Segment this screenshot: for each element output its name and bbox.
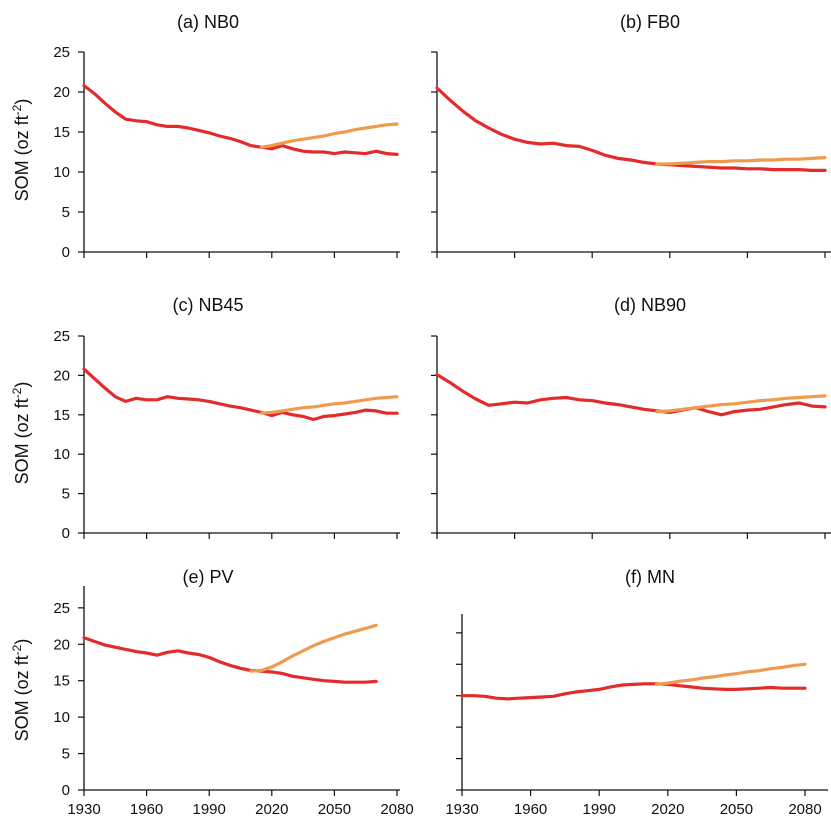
panel-4: (d) NB90 (431, 295, 831, 539)
x-tick-label: 1960 (130, 801, 163, 818)
x-tick-label: 2080 (380, 801, 413, 818)
panel-1: (a) NB0 0 5 10 15 20 25 SOM (oz ft-2) (10, 12, 400, 261)
y-tick-label: 10 (53, 709, 70, 726)
y-tick-label: 10 (53, 446, 70, 463)
x-tick-label: 1990 (193, 801, 226, 818)
x-tick-label: 2080 (788, 801, 821, 818)
panel-5: (e) PV 0 5 10 15 20 25 1930 1960 1990 2020 2050 2080… (10, 567, 414, 818)
panel-title: (b) FB0 (620, 12, 680, 32)
series-line-scenario (655, 156, 827, 166)
panel-6: (f) MN 1930 1960 1990 2020 2050 2080 (445, 567, 828, 818)
series-line-baseline (435, 86, 827, 172)
y-tick-label: 20 (53, 84, 70, 101)
series-line-scenario (259, 395, 399, 415)
y-tick-label: 15 (53, 124, 70, 141)
y-tick-label: 5 (62, 204, 70, 221)
panel-2: (b) FB0 (431, 12, 831, 258)
panel-title: (a) NB0 (177, 12, 239, 32)
series-line-baseline (82, 636, 378, 684)
series-line-baseline (460, 682, 807, 701)
y-tick-label: 0 (62, 244, 70, 261)
series-line-baseline (82, 83, 399, 156)
series-line-scenario (655, 394, 827, 414)
x-tick-label: 1990 (583, 801, 616, 818)
panel-title: (d) NB90 (614, 295, 686, 315)
x-tick-label: 1930 (445, 801, 478, 818)
y-tick-label: 0 (62, 782, 70, 799)
series-line-scenario (654, 662, 807, 687)
y-tick-label: 25 (53, 600, 70, 617)
y-tick-label: 5 (62, 486, 70, 503)
y-axis-label: SOM (oz ft-2) (10, 639, 32, 742)
series-line-scenario (249, 623, 378, 673)
panel-title: (c) NB45 (172, 295, 243, 315)
x-tick-label: 2020 (255, 801, 288, 818)
x-tick-label: 2050 (720, 801, 753, 818)
panel-title: (e) PV (182, 567, 233, 587)
y-tick-label: 5 (62, 746, 70, 763)
series-line-baseline (82, 367, 399, 422)
x-tick-label: 1960 (514, 801, 547, 818)
panel-title: (f) MN (625, 567, 675, 587)
y-tick-label: 15 (53, 673, 70, 690)
y-tick-label: 0 (62, 525, 70, 542)
x-tick-label: 2020 (651, 801, 684, 818)
y-axis-label: SOM (oz ft-2) (10, 382, 32, 485)
series-line-scenario (259, 122, 399, 149)
panel-3: (c) NB45 0 5 10 15 20 25 SOM (oz ft-2) (10, 295, 400, 542)
y-tick-label: 20 (53, 367, 70, 384)
y-axis-label: SOM (oz ft-2) (10, 99, 32, 202)
y-tick-label: 20 (53, 636, 70, 653)
y-tick-label: 25 (53, 44, 70, 61)
y-tick-label: 10 (53, 164, 70, 181)
series-line-baseline (435, 373, 827, 417)
y-tick-label: 15 (53, 407, 70, 424)
y-tick-label: 25 (53, 328, 70, 345)
x-tick-label: 2050 (318, 801, 351, 818)
x-tick-label: 1930 (67, 801, 100, 818)
